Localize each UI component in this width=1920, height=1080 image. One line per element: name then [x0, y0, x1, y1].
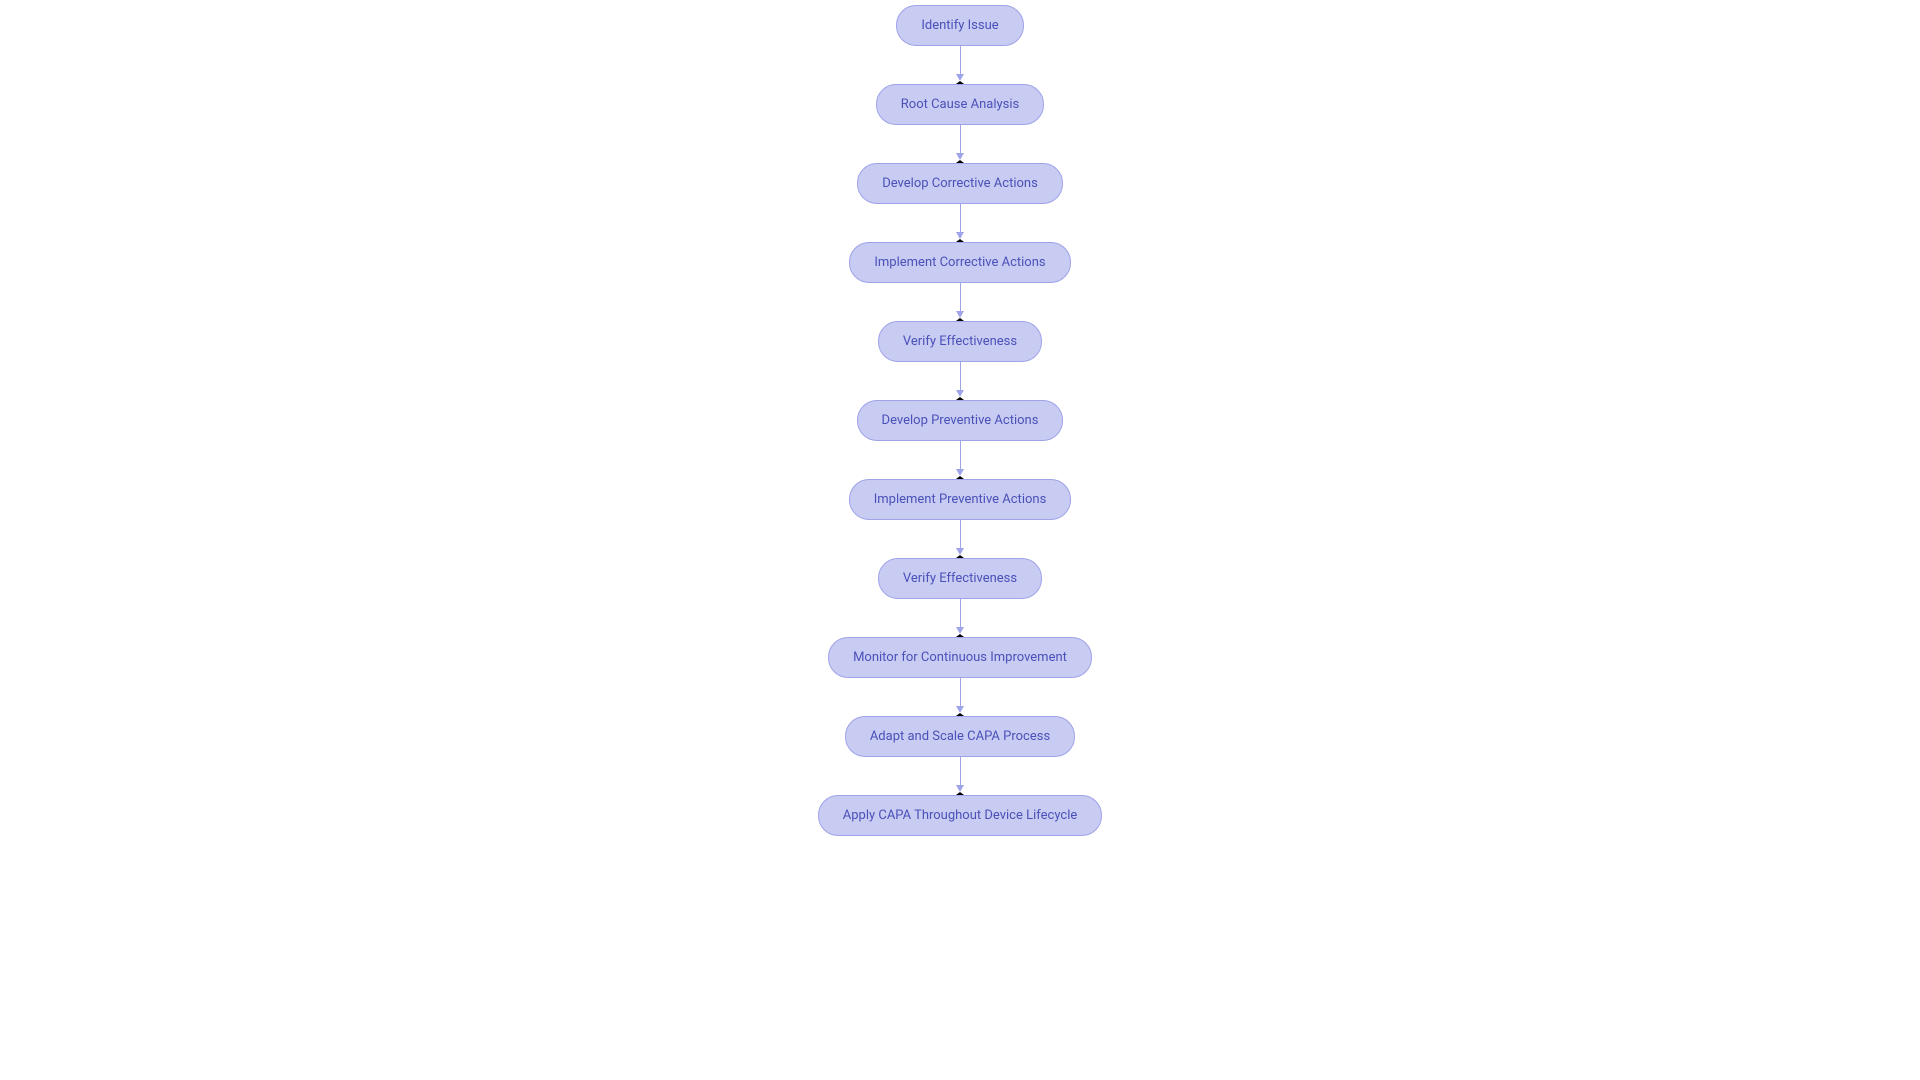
- node-label: Identify Issue: [921, 18, 998, 33]
- arrow-line: [960, 678, 961, 706]
- arrow-line: [960, 46, 961, 74]
- arrow-head-icon: [956, 390, 964, 400]
- flowchart-node-n8: Verify Effectiveness: [878, 558, 1042, 599]
- flowchart-node-n1: Identify Issue: [896, 5, 1023, 46]
- arrow-line: [960, 599, 961, 627]
- flowchart-arrow: [956, 362, 964, 400]
- flowchart-arrow: [956, 283, 964, 321]
- flowchart-node-n9: Monitor for Continuous Improvement: [828, 637, 1092, 678]
- arrow-line: [960, 125, 961, 153]
- arrow-head-icon: [956, 548, 964, 558]
- flowchart-node-n5: Verify Effectiveness: [878, 321, 1042, 362]
- arrow-line: [960, 757, 961, 785]
- flowchart-node-n6: Develop Preventive Actions: [857, 400, 1064, 441]
- node-label: Verify Effectiveness: [903, 571, 1017, 586]
- node-label: Root Cause Analysis: [901, 97, 1019, 112]
- flowchart-node-n11: Apply CAPA Throughout Device Lifecycle: [818, 795, 1103, 836]
- node-label: Monitor for Continuous Improvement: [853, 650, 1067, 665]
- arrow-line: [960, 520, 961, 548]
- node-label: Adapt and Scale CAPA Process: [870, 729, 1050, 744]
- node-label: Develop Corrective Actions: [882, 176, 1038, 191]
- node-label: Develop Preventive Actions: [882, 413, 1039, 428]
- arrow-head-icon: [956, 469, 964, 479]
- flowchart-node-n10: Adapt and Scale CAPA Process: [845, 716, 1075, 757]
- flowchart-arrow: [956, 125, 964, 163]
- node-label: Implement Preventive Actions: [874, 492, 1047, 507]
- flowchart-arrow: [956, 46, 964, 84]
- flowchart-node-n4: Implement Corrective Actions: [849, 242, 1070, 283]
- arrow-head-icon: [956, 785, 964, 795]
- node-label: Apply CAPA Throughout Device Lifecycle: [843, 808, 1078, 823]
- node-label: Verify Effectiveness: [903, 334, 1017, 349]
- arrow-line: [960, 441, 961, 469]
- arrow-head-icon: [956, 627, 964, 637]
- flowchart-node-n7: Implement Preventive Actions: [849, 479, 1072, 520]
- flowchart-arrow: [956, 678, 964, 716]
- flowchart-arrow: [956, 441, 964, 479]
- flowchart-node-n2: Root Cause Analysis: [876, 84, 1044, 125]
- flowchart-node-n3: Develop Corrective Actions: [857, 163, 1063, 204]
- flowchart-arrow: [956, 757, 964, 795]
- node-label: Implement Corrective Actions: [874, 255, 1045, 270]
- flowchart-arrow: [956, 520, 964, 558]
- flowchart-arrow: [956, 599, 964, 637]
- flowchart-arrow: [956, 204, 964, 242]
- arrow-line: [960, 362, 961, 390]
- arrow-head-icon: [956, 153, 964, 163]
- arrow-head-icon: [956, 232, 964, 242]
- capa-flowchart: Identify Issue Root Cause Analysis Develop…: [710, 5, 1210, 836]
- arrow-head-icon: [956, 706, 964, 716]
- arrow-line: [960, 283, 961, 311]
- arrow-head-icon: [956, 311, 964, 321]
- arrow-head-icon: [956, 74, 964, 84]
- arrow-line: [960, 204, 961, 232]
